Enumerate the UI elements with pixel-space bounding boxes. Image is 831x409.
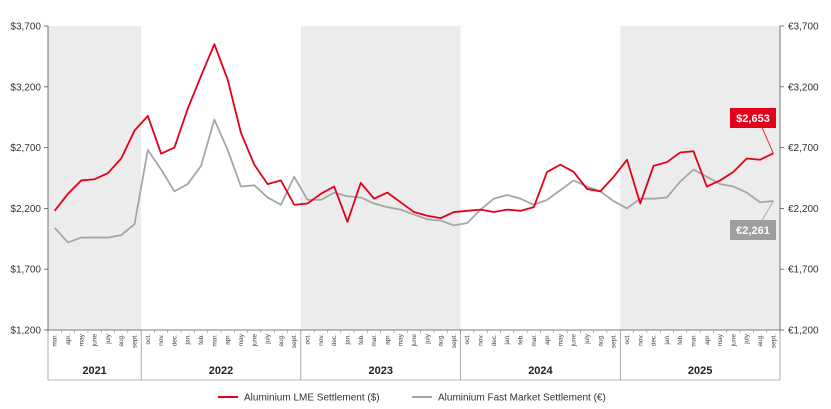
right-tick-label: €1,700 [788,265,819,276]
callout-leader [761,127,774,154]
month-label: dec. [651,334,658,346]
month-label: may [78,333,85,346]
year-shading-bands [48,26,780,330]
year-band-2023 [300,26,461,330]
month-label: july [744,333,751,345]
right-tick-label: €1,200 [788,326,819,337]
month-label: oct. [305,334,312,345]
left-tick-label: $3,700 [10,22,41,33]
month-label: apr. [225,334,232,345]
year-band-2025 [620,26,780,330]
month-label: sept. [291,334,298,348]
callout-leader [761,200,774,221]
month-label: mar. [52,334,59,347]
right-tick-label: €2,700 [788,143,819,154]
month-label: jan. [504,334,511,346]
fast-market-settlement-line [53,118,774,244]
month-label: mar. [211,334,218,347]
month-label: may [238,333,245,346]
month-label: aug. [438,334,445,347]
month-label: mar. [690,334,697,347]
month-label: jan. [664,334,671,346]
legend-label-fast-market: Aluminium Fast Market Settlement (€) [438,393,606,404]
month-label: feb. [517,334,524,345]
month-label: july [105,333,112,345]
month-label: may [717,333,724,346]
end-value-callouts: $2,653 €2,261 [730,108,776,240]
month-label: june [92,334,99,348]
month-label: mar. [531,334,538,347]
year-label-2021: 2021 [82,365,106,377]
month-label: nov. [158,334,165,346]
left-tick-label: $1,200 [10,326,41,337]
callout-label: €2,261 [736,225,770,237]
right-tick-label: €3,700 [788,22,819,33]
right-tick-label: €2,200 [788,204,819,215]
month-label: nov. [478,334,485,346]
month-label: sept. [770,334,777,348]
left-tick-label: $1,700 [10,265,41,276]
year-label-2022: 2022 [209,365,233,377]
month-label: oct. [145,334,152,345]
legend: Aluminium LME Settlement ($) Aluminium Fa… [218,393,606,404]
month-label: apr. [544,334,551,345]
month-label: dec. [331,334,338,346]
month-label: feb. [358,334,365,345]
month-label: june [571,334,578,348]
callout-label: $2,653 [736,113,770,125]
left-tick-label: $2,200 [10,204,41,215]
year-band-2021 [48,26,142,330]
month-label: apr. [384,334,391,345]
callout-box [730,108,776,128]
right-tick-label: €3,200 [788,82,819,93]
month-label: june [730,334,737,348]
month-label: aug. [757,334,764,347]
callout-box [730,220,776,240]
month-label: nov. [318,334,325,346]
month-label: may [398,333,405,346]
legend-label-lme: Aluminium LME Settlement ($) [244,393,380,404]
month-label: sept. [611,334,618,348]
x-axis-labels: mar. apr. may june july aug. sept. oct. nov. dec.… [47,330,781,381]
series-lines [53,43,774,244]
month-label: sept. [132,334,139,348]
left-tick-label: $2,700 [10,143,41,154]
month-label: oct. [464,334,471,345]
month-label: dec. [491,334,498,346]
year-label-2023: 2023 [368,365,392,377]
chart-axes: $1,200 $1,700 $2,200 $2,700 $3,200 $3,700 €1,2… [10,22,819,337]
month-label: feb. [198,334,205,345]
lme-settlement-line [53,43,774,223]
month-label: july [265,333,272,345]
year-label-2024: 2024 [528,365,553,377]
month-label: may [557,333,564,346]
month-label: nov. [637,334,644,346]
month-label: jan. [185,334,192,346]
month-label: aug. [118,334,125,347]
month-label: june [411,334,418,348]
month-label: aug. [278,334,285,347]
month-label: apr. [704,334,711,345]
month-label: july [584,333,591,345]
month-label: sept. [451,334,458,348]
month-label: dec. [171,334,178,346]
month-label: apr. [65,334,72,345]
month-label: aug. [597,334,604,347]
month-label: oct. [624,334,631,345]
month-label: july [424,333,431,345]
year-label-2025: 2025 [688,365,712,377]
month-label: mar. [371,334,378,347]
month-label: jan. [344,334,351,346]
month-label: june [251,334,258,348]
left-tick-label: $3,200 [10,82,41,93]
month-label: feb. [677,334,684,345]
